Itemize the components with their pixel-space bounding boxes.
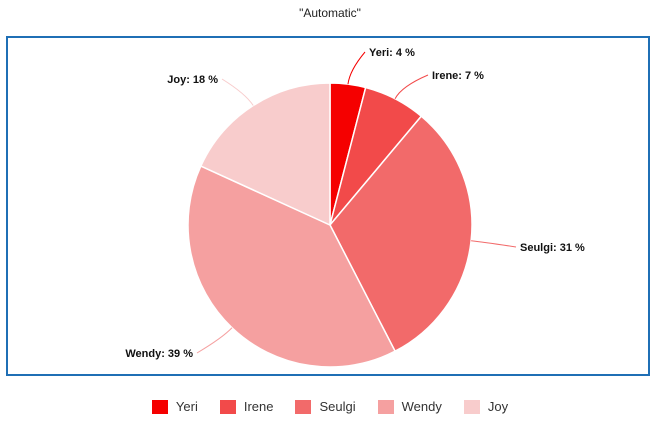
legend-swatch — [463, 399, 480, 414]
slice-label-irene: Irene: 7 % — [432, 70, 484, 82]
legend-item-wendy[interactable]: Wendy — [377, 399, 442, 414]
legend-item-irene[interactable]: Irene — [219, 399, 274, 414]
slice-label-joy: Joy: 18 % — [167, 74, 218, 86]
slice-label-wendy: Wendy: 39 % — [125, 348, 193, 360]
legend-item-seulgi[interactable]: Seulgi — [295, 399, 356, 414]
legend-swatch — [219, 399, 236, 414]
legend-label: Yeri — [175, 399, 198, 414]
legend-label: Seulgi — [319, 399, 356, 414]
pie-slice-joy — [199, 82, 331, 227]
legend-label: Joy — [487, 399, 509, 414]
leader-line-irene — [394, 74, 429, 100]
legend: Yeri Irene Seulgi Wendy Joy — [0, 399, 660, 414]
legend-swatch — [295, 399, 312, 414]
legend-item-joy[interactable]: Joy — [463, 399, 509, 414]
leader-line-wendy — [196, 327, 233, 354]
slice-label-yeri: Yeri: 4 % — [369, 47, 415, 59]
legend-swatch — [377, 399, 394, 414]
legend-label: Wendy — [401, 399, 442, 414]
leader-line-seulgi — [471, 240, 517, 248]
plot-frame — [6, 36, 650, 376]
legend-swatch — [151, 399, 168, 414]
leader-line-joy — [221, 78, 254, 106]
slice-label-seulgi: Seulgi: 31 % — [520, 242, 585, 254]
legend-item-yeri[interactable]: Yeri — [151, 399, 198, 414]
leader-line-yeri — [347, 51, 366, 85]
chart-title: "Automatic" — [299, 6, 361, 20]
legend-label: Irene — [243, 399, 274, 414]
